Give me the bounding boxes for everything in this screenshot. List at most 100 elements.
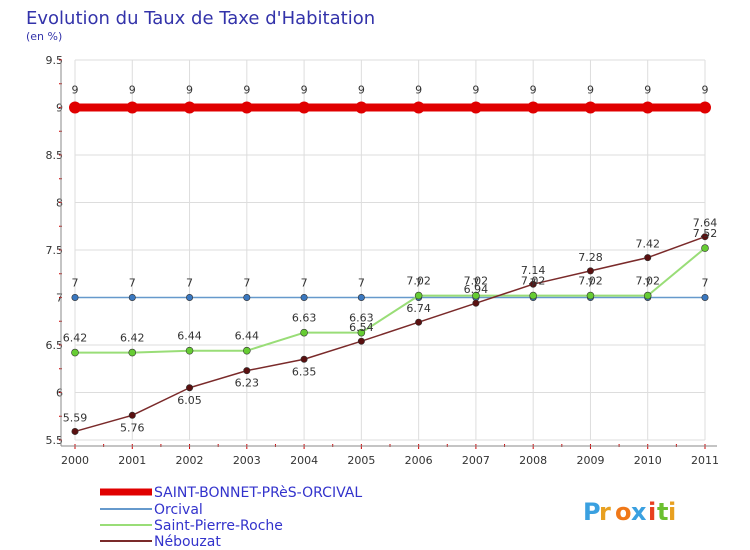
data-point-orcival xyxy=(357,293,365,301)
data-point-orcival xyxy=(243,293,251,301)
logo-letter: i xyxy=(648,498,656,526)
data-point-nebouzat xyxy=(586,267,594,275)
data-point-nebouzat xyxy=(300,355,308,363)
data-point-saint-pierre-roche xyxy=(701,244,709,252)
data-point-nebouzat xyxy=(71,427,79,435)
data-label-nebouzat: 6.23 xyxy=(235,377,260,390)
data-label-saint-pierre-roche: 7.02 xyxy=(406,275,431,288)
data-label-orcival: 7 xyxy=(186,277,193,290)
legend-item-nebouzat: Nébouzat xyxy=(100,534,221,550)
series-line-nebouzat xyxy=(74,235,706,433)
data-label-saint-bonnet: 9 xyxy=(644,84,651,97)
data-label-saint-bonnet: 9 xyxy=(702,84,709,97)
data-label-nebouzat: 6.54 xyxy=(349,321,374,334)
data-point-saint-pierre-roche xyxy=(185,346,194,355)
data-point-saint-bonnet xyxy=(469,101,482,114)
data-label-nebouzat: 6.05 xyxy=(177,394,202,407)
y-tick-label: 7.5 xyxy=(46,244,64,257)
data-label-orcival: 7 xyxy=(472,277,479,290)
data-point-nebouzat xyxy=(529,280,537,288)
data-label-nebouzat: 5.59 xyxy=(63,411,88,424)
data-label-nebouzat: 7.14 xyxy=(521,264,546,277)
logo-letter: x xyxy=(631,498,647,526)
x-tick-label: 2003 xyxy=(233,454,261,467)
data-label-nebouzat: 6.94 xyxy=(464,283,489,296)
legend-label-orcival: Orcival xyxy=(154,502,203,518)
data-label-saint-pierre-roche: 6.63 xyxy=(292,312,317,325)
data-point-saint-pierre-roche xyxy=(243,346,251,355)
data-label-saint-bonnet: 9 xyxy=(587,84,594,97)
legend-label-saint-bonnet: SAINT-BONNET-PRèS-ORCIVAL xyxy=(154,485,362,501)
data-point-saint-bonnet xyxy=(126,101,139,114)
data-label-saint-pierre-roche: 7.02 xyxy=(578,275,603,288)
data-point-saint-pierre-roche xyxy=(357,328,366,337)
data-label-saint-bonnet: 9 xyxy=(72,84,79,97)
y-tick-label: 9.5 xyxy=(46,54,64,67)
axes: 5.566.577.588.599.5200020012002200320042… xyxy=(46,54,720,467)
data-label-saint-bonnet: 9 xyxy=(530,84,537,97)
data-label-saint-pierre-roche: 7.02 xyxy=(464,275,489,288)
data-point-orcival xyxy=(701,293,709,301)
y-tick-label: 8.5 xyxy=(46,149,64,162)
logo-letter: r xyxy=(599,498,611,526)
data-label-orcival: 7 xyxy=(587,277,594,290)
data-point-saint-bonnet xyxy=(527,101,540,114)
data-label-orcival: 7 xyxy=(530,277,537,290)
legend-item-orcival: Orcival xyxy=(100,502,203,518)
x-tick-label: 2004 xyxy=(290,454,318,467)
x-tick-label: 2009 xyxy=(576,454,604,467)
data-point-saint-pierre-roche xyxy=(586,291,595,300)
data-label-nebouzat: 6.74 xyxy=(406,302,431,315)
data-point-nebouzat xyxy=(472,299,480,307)
data-label-saint-bonnet: 9 xyxy=(415,84,422,97)
data-point-saint-pierre-roche xyxy=(128,348,137,357)
data-point-nebouzat xyxy=(128,411,136,419)
logo-letter: o xyxy=(615,498,632,526)
data-point-nebouzat xyxy=(415,318,423,326)
data-label-saint-pierre-roche: 6.44 xyxy=(235,330,260,343)
data-point-orcival xyxy=(300,293,308,301)
data-label-saint-pierre-roche: 6.42 xyxy=(120,332,145,345)
y-tick-label: 6.5 xyxy=(46,339,64,352)
data-label-saint-pierre-roche: 7.02 xyxy=(635,275,660,288)
series-line-saint-pierre-roche xyxy=(75,247,706,354)
data-labels: 9 9 9 9 9 9 9 9 9 9 9 9 7 7 7 7 7 7 7 7 7 7 7 7 6.42 6.42 6.44 6.44… xyxy=(63,84,718,435)
x-tick-label: 2002 xyxy=(176,454,204,467)
data-point-nebouzat xyxy=(701,233,709,241)
data-label-orcival: 7 xyxy=(301,277,308,290)
data-label-nebouzat: 7.64 xyxy=(693,217,718,230)
data-label-nebouzat: 6.35 xyxy=(292,365,317,378)
data-label-saint-pierre-roche: 6.42 xyxy=(63,332,88,345)
logo-letter: t xyxy=(657,498,668,526)
data-label-orcival: 7 xyxy=(644,277,651,290)
x-tick-label: 2001 xyxy=(118,454,146,467)
data-label-saint-bonnet: 9 xyxy=(358,84,365,97)
legend-item-saint-pierre-roche: Saint-Pierre-Roche xyxy=(100,518,283,534)
data-label-orcival: 7 xyxy=(72,277,79,290)
data-label-orcival: 7 xyxy=(415,277,422,290)
data-label-saint-bonnet: 9 xyxy=(243,84,250,97)
logo-letter: i xyxy=(668,498,676,526)
logo-letter: P xyxy=(583,498,601,526)
grid xyxy=(74,59,706,441)
x-tick-label: 2008 xyxy=(519,454,547,467)
chart-subtitle: (en %) xyxy=(26,30,62,43)
data-label-saint-bonnet: 9 xyxy=(301,84,308,97)
x-tick-label: 2010 xyxy=(634,454,662,467)
data-label-saint-pierre-roche: 7.52 xyxy=(693,227,718,240)
data-point-nebouzat xyxy=(644,254,652,262)
data-point-saint-bonnet xyxy=(699,101,711,114)
legend-label-nebouzat: Nébouzat xyxy=(154,534,221,550)
x-tick-label: 2011 xyxy=(691,454,719,467)
series-group xyxy=(69,101,711,435)
data-label-orcival: 7 xyxy=(358,277,365,290)
data-point-saint-pierre-roche xyxy=(300,328,308,337)
data-point-saint-bonnet xyxy=(355,101,368,114)
data-label-saint-bonnet: 9 xyxy=(129,84,136,97)
data-label-orcival: 7 xyxy=(129,277,136,290)
data-label-nebouzat: 5.76 xyxy=(120,421,145,434)
data-point-nebouzat xyxy=(243,367,251,375)
data-point-saint-pierre-roche xyxy=(472,291,480,300)
data-point-orcival xyxy=(128,293,136,301)
